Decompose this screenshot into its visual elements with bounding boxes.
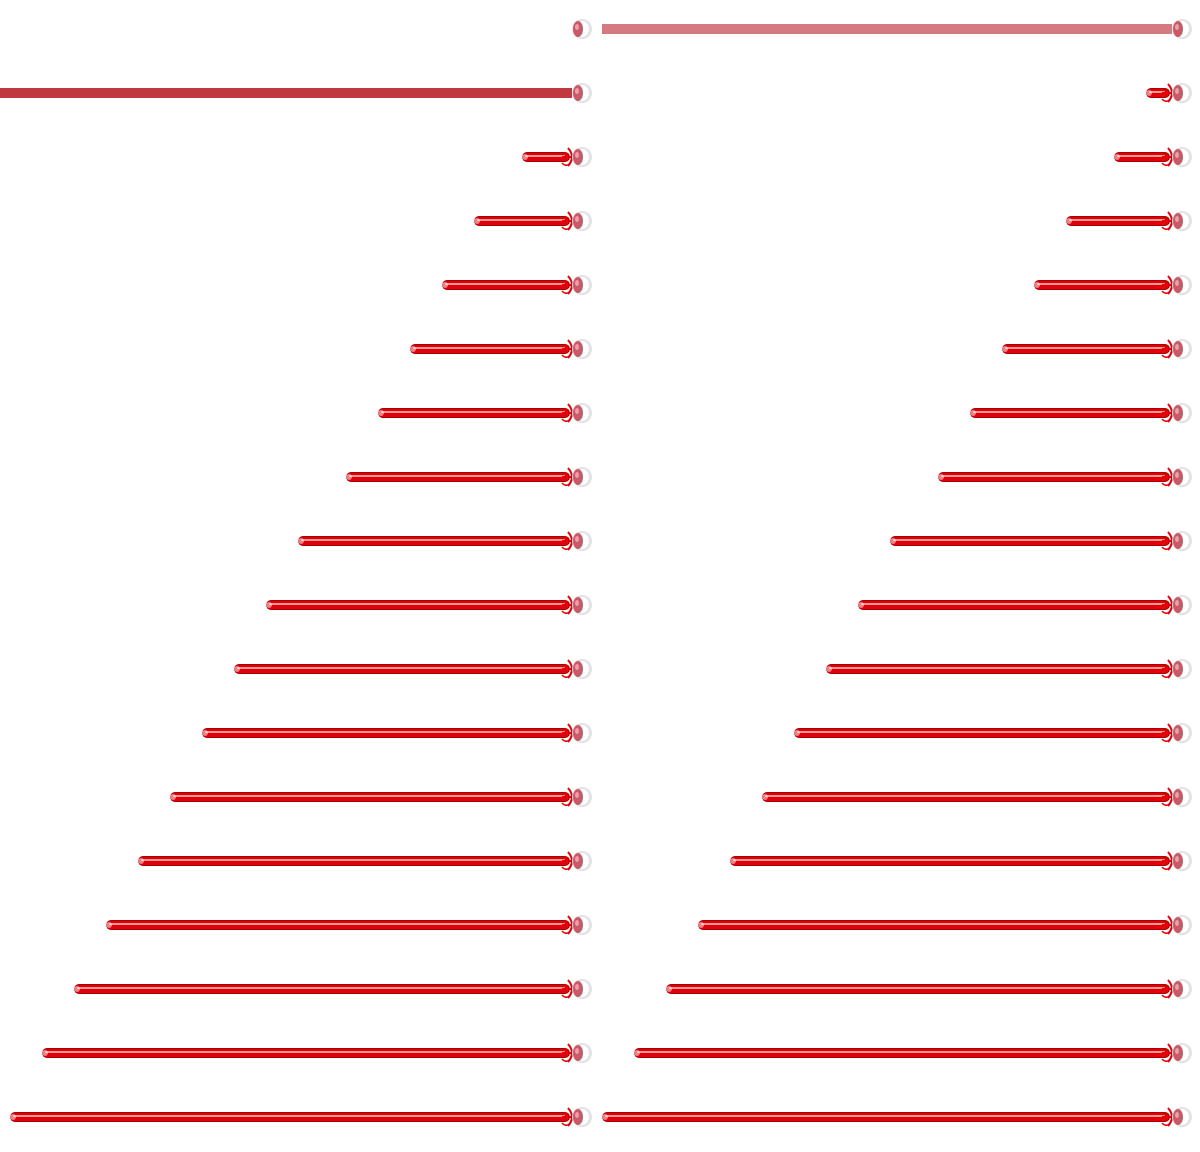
left-sword-7 [346, 467, 575, 487]
right-sword-11 [794, 723, 1175, 743]
left-knob-10 [572, 659, 592, 679]
right-flat-bar-0 [602, 24, 1172, 34]
left-knob-9 [572, 595, 592, 615]
right-knob-16 [1172, 1043, 1192, 1063]
right-sword-14 [698, 915, 1175, 935]
left-knob-16 [572, 1043, 592, 1063]
right-column [602, 19, 1192, 1127]
left-knob-14 [572, 915, 592, 935]
right-knob-0 [1172, 19, 1192, 39]
right-sword-13 [730, 851, 1175, 871]
left-sword-13 [138, 851, 575, 871]
right-knob-4 [1172, 275, 1192, 295]
left-knob-7 [572, 467, 592, 487]
right-sword-7 [938, 467, 1175, 487]
right-sword-8 [890, 531, 1175, 551]
right-knob-10 [1172, 659, 1192, 679]
right-knob-13 [1172, 851, 1192, 871]
right-sword-16 [634, 1043, 1175, 1063]
right-sword-3 [1066, 211, 1175, 231]
left-knob-6 [572, 403, 592, 423]
left-knob-8 [572, 531, 592, 551]
left-knob-4 [572, 275, 592, 295]
right-sword-10 [826, 659, 1175, 679]
left-knob-2 [572, 147, 592, 167]
left-sword-17 [10, 1107, 575, 1127]
right-knob-7 [1172, 467, 1192, 487]
left-sword-12 [170, 787, 575, 807]
left-sword-5 [410, 339, 575, 359]
right-sword-4 [1034, 275, 1175, 295]
right-knob-1 [1172, 83, 1192, 103]
left-sword-11 [202, 723, 575, 743]
left-knob-12 [572, 787, 592, 807]
right-knob-11 [1172, 723, 1192, 743]
right-knob-9 [1172, 595, 1192, 615]
left-sword-15 [74, 979, 575, 999]
right-sword-1 [1146, 83, 1175, 103]
left-flat-bar-1 [0, 88, 572, 98]
right-sword-17 [602, 1107, 1175, 1127]
right-knob-17 [1172, 1107, 1192, 1127]
left-knob-13 [572, 851, 592, 871]
left-knob-5 [572, 339, 592, 359]
left-knob-17 [572, 1107, 592, 1127]
right-knob-3 [1172, 211, 1192, 231]
left-sword-2 [522, 147, 575, 167]
right-knob-8 [1172, 531, 1192, 551]
right-knob-15 [1172, 979, 1192, 999]
left-sword-16 [42, 1043, 575, 1063]
left-knob-15 [572, 979, 592, 999]
left-knob-0 [572, 19, 592, 39]
left-sword-10 [234, 659, 575, 679]
left-knob-11 [572, 723, 592, 743]
left-sword-4 [442, 275, 575, 295]
left-sword-6 [378, 403, 575, 423]
left-column [0, 19, 592, 1127]
right-sword-12 [762, 787, 1175, 807]
right-sword-15 [666, 979, 1175, 999]
left-knob-3 [572, 211, 592, 231]
right-knob-6 [1172, 403, 1192, 423]
right-sword-9 [858, 595, 1175, 615]
left-sword-14 [106, 915, 575, 935]
right-knob-14 [1172, 915, 1192, 935]
right-sword-5 [1002, 339, 1175, 359]
left-sword-3 [474, 211, 575, 231]
right-knob-5 [1172, 339, 1192, 359]
left-sword-9 [266, 595, 575, 615]
right-sword-6 [970, 403, 1175, 423]
right-knob-12 [1172, 787, 1192, 807]
left-sword-8 [298, 531, 575, 551]
right-knob-2 [1172, 147, 1192, 167]
left-knob-1 [572, 83, 592, 103]
